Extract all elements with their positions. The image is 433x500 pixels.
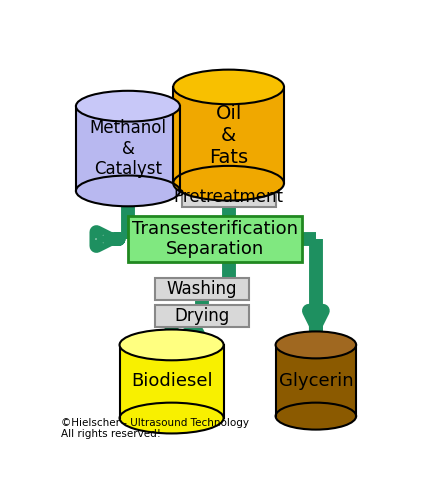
Ellipse shape xyxy=(275,402,356,429)
Ellipse shape xyxy=(173,70,284,104)
Text: Transesterification
Separation: Transesterification Separation xyxy=(132,220,298,258)
Ellipse shape xyxy=(120,402,223,434)
Ellipse shape xyxy=(275,332,356,358)
Ellipse shape xyxy=(76,176,180,206)
Text: ©Hielscher - Ultrasound Technology
All rights reserved!: ©Hielscher - Ultrasound Technology All r… xyxy=(61,418,249,439)
Text: Oil
&
Fats: Oil & Fats xyxy=(209,104,248,166)
Text: Washing: Washing xyxy=(167,280,237,298)
FancyBboxPatch shape xyxy=(155,278,249,299)
Ellipse shape xyxy=(120,330,223,360)
Text: Biodiesel: Biodiesel xyxy=(131,372,213,390)
FancyBboxPatch shape xyxy=(155,306,249,326)
Bar xyxy=(76,106,180,191)
Bar xyxy=(276,345,356,416)
Text: Methanol
&
Catalyst: Methanol & Catalyst xyxy=(90,118,166,178)
Bar xyxy=(120,345,223,418)
Text: Glycerin: Glycerin xyxy=(278,372,353,390)
FancyBboxPatch shape xyxy=(128,216,302,262)
Text: Drying: Drying xyxy=(174,307,229,325)
Bar xyxy=(173,87,284,183)
Ellipse shape xyxy=(173,166,284,200)
Ellipse shape xyxy=(76,91,180,122)
FancyBboxPatch shape xyxy=(182,186,276,208)
Text: Pretreatment: Pretreatment xyxy=(174,188,284,206)
